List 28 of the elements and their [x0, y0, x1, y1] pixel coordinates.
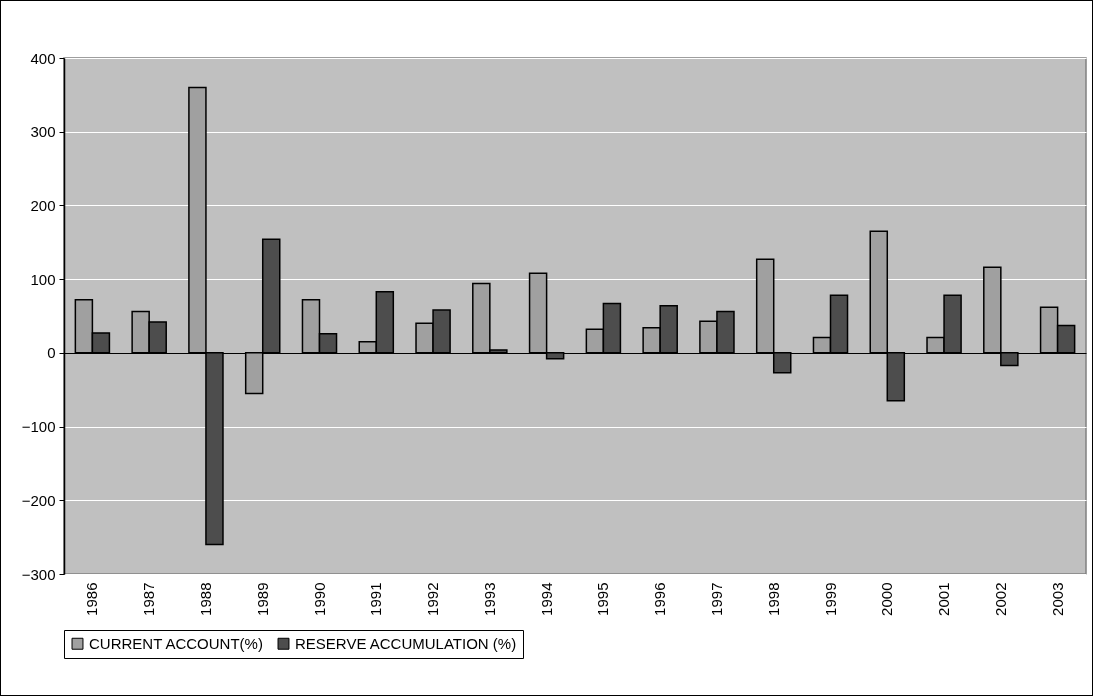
x-tick-label: 2003	[1048, 582, 1066, 616]
legend-label: CURRENT ACCOUNT(%)	[89, 634, 263, 652]
x-tick-label: 1998	[764, 582, 782, 616]
x-tick-label: 1989	[253, 582, 271, 616]
y-tick-label: 0	[47, 344, 56, 362]
y-tick-label: 100	[30, 270, 56, 288]
y-tick-label: 200	[30, 196, 56, 214]
x-tick-label: 1990	[310, 582, 328, 616]
x-tick-label: 1999	[821, 582, 839, 616]
y-tick-label: −100	[21, 418, 56, 436]
x-tick-label: 1997	[707, 582, 725, 616]
x-tick-label: 2000	[878, 582, 896, 616]
legend-label: RESERVE ACCUMULATION (%)	[295, 634, 517, 652]
x-tick-label: 1996	[651, 582, 669, 616]
x-tick-label: 1988	[196, 582, 214, 616]
x-tick-label: 1991	[367, 582, 385, 616]
x-tick-label: 2002	[991, 582, 1009, 616]
y-tick-label: 300	[30, 123, 56, 141]
x-tick-label: 1986	[83, 582, 101, 616]
x-tick-label: 1993	[480, 582, 498, 616]
x-tick-label: 1994	[537, 582, 555, 616]
y-tick-label: 400	[30, 49, 56, 67]
x-tick-label: 1987	[140, 582, 158, 616]
x-tick-label: 1995	[594, 582, 612, 616]
x-tick-label: 2001	[935, 582, 953, 616]
y-tick-label: −200	[21, 491, 56, 509]
y-tick-label: −300	[21, 565, 56, 583]
x-tick-label: 1992	[424, 582, 442, 616]
